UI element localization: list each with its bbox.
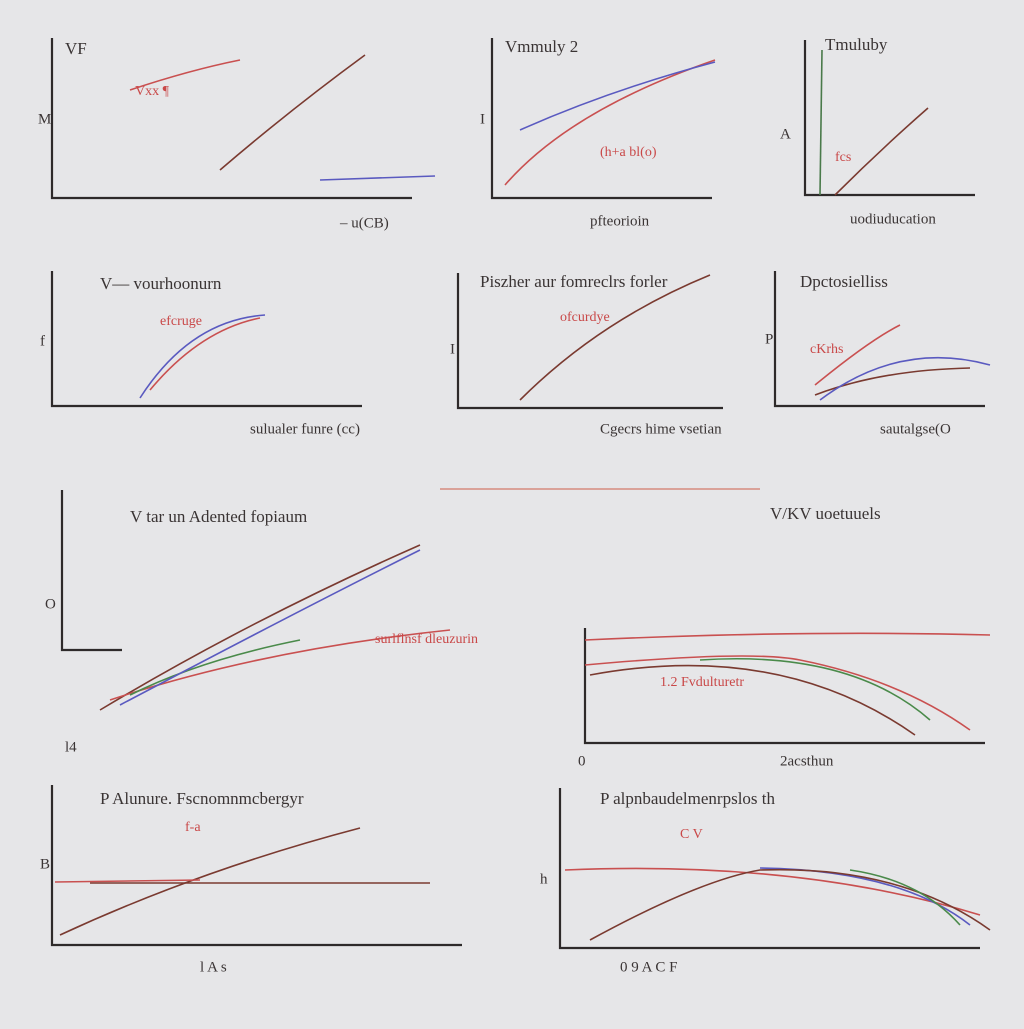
x-axis-label: sulualer funre (cc): [250, 421, 360, 437]
axes: [50, 785, 462, 947]
y-axis-label: I: [450, 341, 455, 357]
annotation: 1.2 Fvdulturetr: [660, 675, 744, 690]
sketch-curve: [319, 175, 436, 181]
x-axis-label: 2acsthun: [780, 753, 834, 769]
y-axis-label: h: [540, 871, 548, 887]
sketch-curve: [814, 367, 971, 396]
axes: [490, 38, 712, 200]
axes: [60, 490, 122, 652]
sketch-curve: [699, 657, 931, 721]
panel-title: P Alunure. Fscnomnmcbergyr: [100, 789, 304, 808]
y-axis-label: O: [45, 596, 56, 612]
sketch-curve: [589, 664, 916, 736]
panel-title: Vmmuly 2: [505, 37, 578, 56]
axes: [50, 271, 362, 408]
x-axis-label: uodiuducation: [850, 211, 936, 227]
x-axis-label: sautalgse(O: [880, 421, 951, 437]
sketch-curve: [99, 544, 421, 711]
sketch-curve: [834, 107, 929, 196]
panel-title: P alpnbaudelmenrpslos th: [600, 789, 776, 808]
y-axis-label: M: [38, 111, 51, 127]
sketch-curve: [119, 549, 421, 706]
axes: [773, 271, 985, 408]
annotation: ofcurdye: [560, 310, 610, 325]
panel-title: Piszher aur fomreclrs forler: [480, 272, 668, 291]
annotation: C V: [680, 827, 703, 842]
sketch-curve: [819, 356, 991, 401]
sketch-curve: [129, 59, 241, 91]
sketch-curve: [584, 632, 991, 641]
axes: [583, 628, 985, 745]
panel-title: VF: [65, 39, 87, 58]
sketch-curve: [109, 629, 451, 701]
panel-title: Tmuluby: [825, 35, 888, 54]
y-axis-label: I: [480, 111, 485, 127]
x-axis-label: pfteorioin: [590, 213, 650, 229]
x-axis-label: 0 9 A C F: [620, 959, 678, 975]
sketch-curve: [814, 324, 901, 386]
panel-title: V/KV uoetuuels: [770, 504, 881, 523]
sketch-curve: [589, 868, 991, 941]
sketch-curve: [139, 314, 266, 399]
panel-title: V tar un Adented fopiaum: [130, 507, 307, 526]
axes: [803, 40, 975, 197]
y-axis-label: f: [40, 333, 45, 349]
sketch-curve: [504, 59, 716, 186]
y-axis-label: P: [765, 331, 773, 347]
annotation: surlflnsf dleuzurin: [375, 632, 478, 647]
sketch-curve: [584, 655, 971, 731]
sketch-curve: [819, 49, 823, 196]
y-axis-label: A: [780, 126, 791, 142]
sketch-curve: [849, 869, 961, 926]
annotation: efcruge: [160, 314, 202, 329]
sketch-curve: [519, 274, 711, 401]
annotation: (h+a bl(o): [600, 145, 657, 160]
y-axis-label: 0: [578, 753, 586, 769]
annotation: cKrhs: [810, 342, 843, 357]
annotation: Vxx ¶: [135, 84, 170, 99]
x-axis-label: l4: [65, 739, 77, 755]
annotation: f-a: [185, 820, 201, 835]
y-axis-label: B: [40, 856, 50, 872]
axes: [558, 788, 980, 950]
panel-title: V— vourhoonurn: [100, 274, 222, 293]
panel-title: Dpctosielliss: [800, 272, 888, 291]
annotation: fcs: [835, 150, 851, 165]
sketch-curve: [54, 879, 201, 883]
sketch-curve: [149, 317, 261, 391]
sketch-curve: [129, 639, 301, 696]
axes: [50, 38, 412, 200]
x-axis-label: – u(CB): [339, 215, 389, 231]
x-axis-label: l A s: [200, 959, 227, 975]
sketch-curve: [519, 61, 716, 131]
axes: [456, 273, 723, 410]
sketch-curve: [59, 827, 361, 936]
x-axis-label: Cgecrs hime vsetian: [600, 421, 722, 437]
sketch-curve: [219, 54, 366, 171]
